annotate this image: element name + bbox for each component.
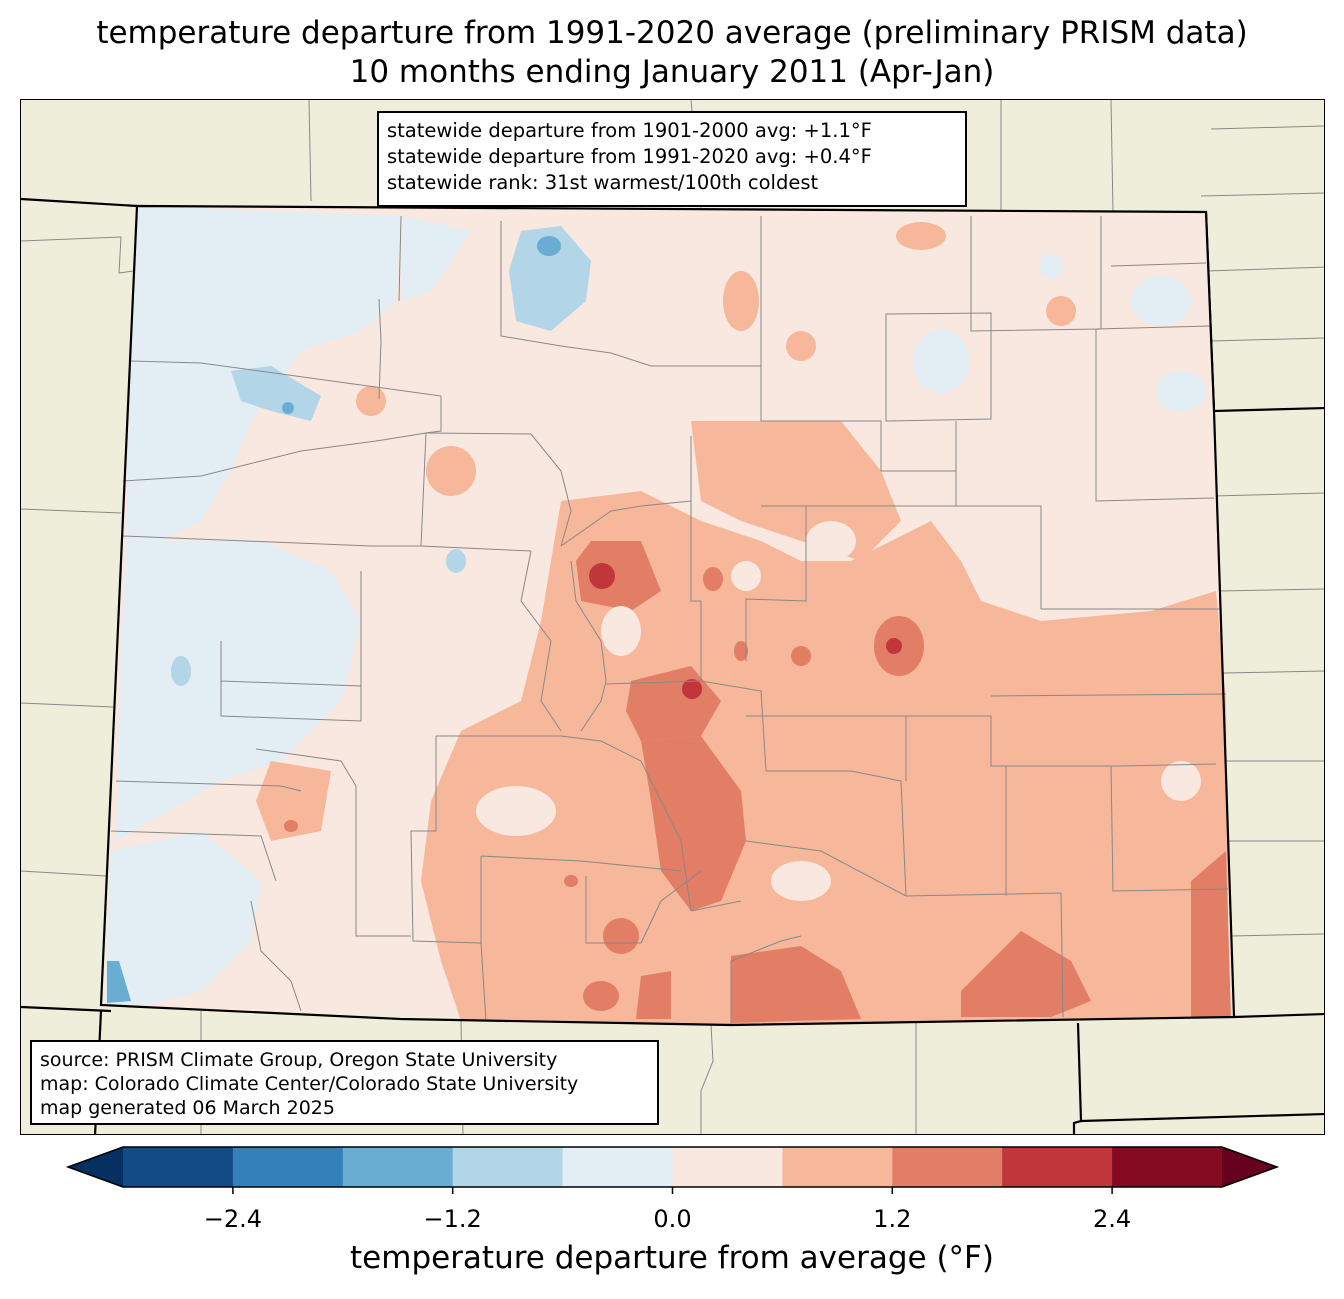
stats-line-1991-avg: statewide departure from 1991-2020 avg: … — [387, 145, 872, 168]
map-credit-line: map: Colorado Climate Center/Colorado St… — [40, 1073, 579, 1095]
colorbar-segment — [452, 1147, 564, 1187]
county-boundaries — [110, 215, 1229, 1025]
stats-line-rank: statewide rank: 31st warmest/100th colde… — [387, 171, 819, 194]
colorbar-segment — [562, 1147, 673, 1187]
colorbar-tick-label: −2.4 — [203, 1205, 263, 1233]
colorbar-segment — [782, 1147, 893, 1187]
generated-date-line: map generated 06 March 2025 — [40, 1097, 335, 1119]
map-panel — [20, 99, 1325, 1135]
neighbor-state-lines — [21, 100, 1324, 1134]
colorado-outline — [99, 204, 1236, 1027]
warm-anomaly-regions — [256, 222, 1231, 1025]
colorbar-segment — [672, 1147, 783, 1187]
colorado-departure-map — [21, 100, 1324, 1134]
colorbar-segment — [1112, 1147, 1223, 1187]
colorbar-segment — [123, 1147, 234, 1187]
colorbar-tick-label: 1.2 — [873, 1205, 912, 1233]
colorbar-tick-label: 2.4 — [1093, 1205, 1132, 1233]
map-title-line1: temperature departure from 1991-2020 ave… — [96, 15, 1248, 51]
colorbar-tick-label: −1.2 — [423, 1205, 482, 1233]
source-box: source: PRISM Climate Group, Oregon Stat… — [30, 1040, 659, 1125]
map-title-line2: 10 months ending January 2011 (Apr-Jan) — [349, 54, 995, 90]
source-line: source: PRISM Climate Group, Oregon Stat… — [40, 1049, 558, 1071]
colorbar-label: temperature departure from average (°F) — [350, 1240, 994, 1276]
colorbar — [65, 1146, 1280, 1194]
cool-anomaly-regions — [105, 206, 1206, 1005]
colorbar-segment — [892, 1147, 1003, 1187]
colorbar-tick-label: 0.0 — [653, 1205, 692, 1233]
colorbar-under-arrow — [68, 1147, 123, 1187]
statewide-stats-box: statewide departure from 1901-2000 avg: … — [377, 111, 967, 207]
colorbar-outline — [65, 1146, 1280, 1188]
stats-line-1900-avg: statewide departure from 1901-2000 avg: … — [387, 119, 872, 142]
colorbar-over-arrow — [1222, 1147, 1277, 1187]
colorbar-segment — [1002, 1147, 1113, 1187]
colorbar-segment — [232, 1147, 344, 1187]
colorbar-segment — [342, 1147, 454, 1187]
